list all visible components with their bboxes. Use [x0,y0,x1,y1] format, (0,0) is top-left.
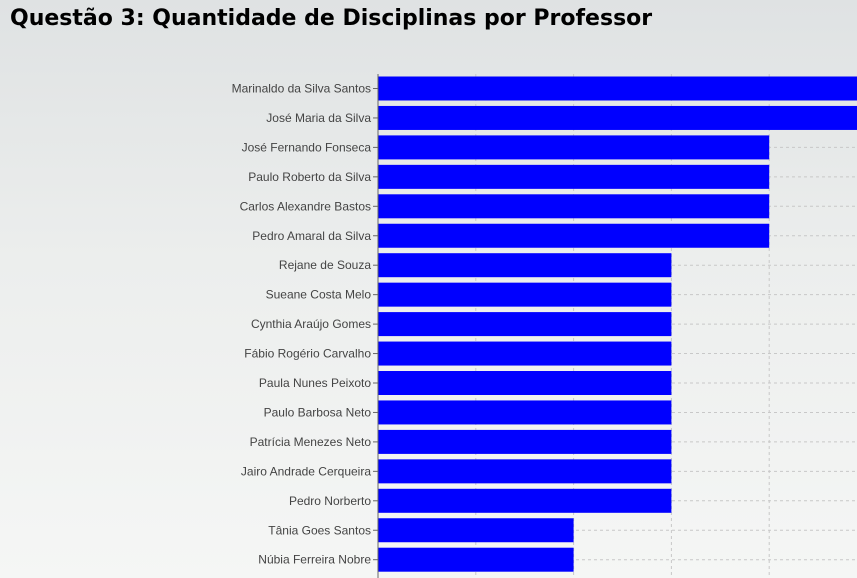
bar [378,165,769,189]
y-tick-label: Pedro Amaral da Silva [252,229,371,243]
bar [378,283,671,307]
y-tick-label: Tânia Goes Santos [268,523,371,537]
bar [378,371,671,395]
y-tick-label: Carlos Alexandre Bastos [240,199,371,213]
bar [378,194,769,218]
bar [378,400,671,424]
y-tick-label: José Fernando Fonseca [242,140,372,154]
y-tick-label: Rejane de Souza [279,258,371,272]
bar [378,253,671,277]
y-tick-label: Patrícia Menezes Neto [250,435,372,449]
y-tick-label: Jairo Andrade Cerqueira [241,464,371,478]
bar [378,135,769,159]
bar [378,459,671,483]
bar [378,430,671,454]
y-axis: Marinaldo da Silva Santos José Maria da S… [232,74,378,578]
y-tick-label: Marinaldo da Silva Santos [232,82,371,96]
bar [378,518,574,542]
bars [378,77,857,572]
y-tick-label: Cynthia Araújo Gomes [251,317,371,331]
bar [378,342,671,366]
y-tick-label: Sueane Costa Melo [266,288,372,302]
y-tick-label: Paula Nunes Peixoto [259,376,371,390]
bar [378,77,857,101]
y-tick-label: José Maria da Silva [266,111,371,125]
y-tick-label: Paulo Barbosa Neto [264,405,372,419]
y-tick-label: Paulo Roberto da Silva [248,170,371,184]
bar [378,548,574,572]
bar [378,106,857,130]
y-tick-label: Pedro Norberto [289,494,371,508]
y-tick-label: Fábio Rogério Carvalho [244,347,371,361]
bar [378,489,671,513]
bar [378,224,769,248]
bar [378,312,671,336]
y-tick-label: Núbia Ferreira Nobre [258,553,371,567]
